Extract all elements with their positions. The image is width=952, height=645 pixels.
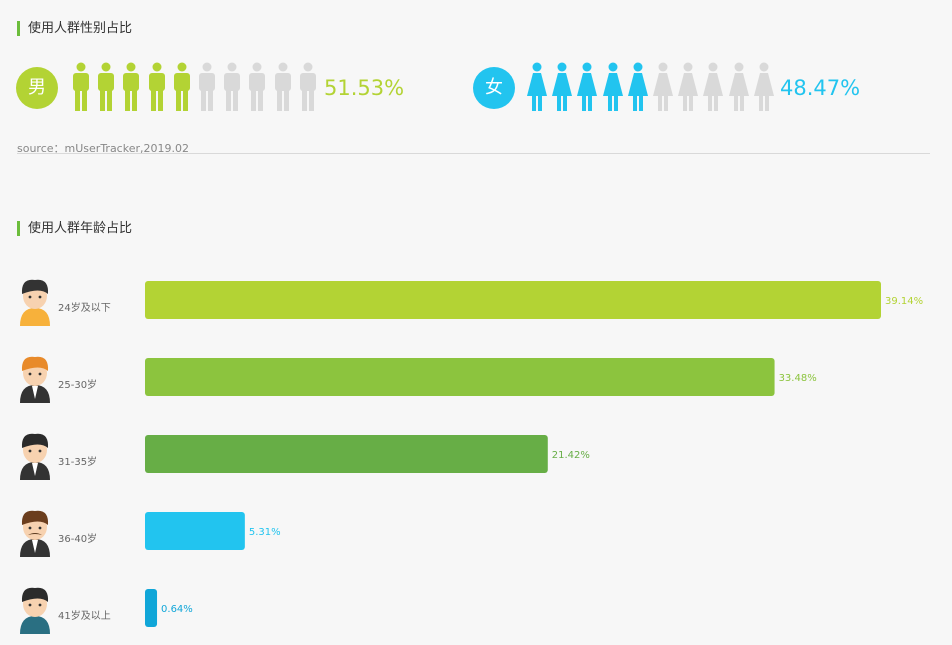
age-category-label: 36-40岁 [58, 532, 97, 545]
mustache-man-icon [20, 510, 50, 557]
age-bar [145, 589, 158, 627]
age-bar [145, 435, 548, 473]
young-man-icon [20, 279, 50, 326]
female-figure-icon [652, 62, 674, 112]
male-figure-icon [221, 62, 243, 112]
age-category-label: 41岁及以上 [58, 609, 111, 622]
source-note: source：mUserTracker,2019.02 [17, 142, 189, 155]
orange-haired-man-icon [20, 356, 50, 403]
female-symbol-icon: 女 [473, 67, 515, 109]
male-figure-icon [120, 62, 142, 112]
age-category-label: 25-30岁 [58, 378, 97, 391]
age-bar [145, 358, 775, 396]
age-bar [145, 281, 881, 319]
female-percent: 48.47% [780, 76, 861, 100]
age-value-label: 5.31% [249, 527, 281, 538]
age-value-label: 0.64% [161, 604, 193, 615]
female-figure-icon [576, 62, 598, 112]
male-figure-icon [272, 62, 294, 112]
male-figure-icon [146, 62, 168, 112]
age-category-label: 31-35岁 [58, 455, 97, 468]
female-figure-icon [753, 62, 775, 112]
female-figure-icon [602, 62, 624, 112]
male-figure-icon [297, 62, 319, 112]
female-figure-icon [526, 62, 548, 112]
male-percent: 51.53% [324, 76, 405, 100]
divider [17, 153, 930, 154]
female-figure-icon [627, 62, 649, 112]
male-figure-icon [246, 62, 268, 112]
female-figure-icon [702, 62, 724, 112]
female-figure-icon [677, 62, 699, 112]
age-category-label: 24岁及以下 [58, 301, 111, 314]
older-man-icon [20, 587, 50, 634]
age-value-label: 21.42% [552, 450, 590, 461]
male-figure-icon [171, 62, 193, 112]
age-value-label: 39.14% [885, 296, 923, 307]
gender-section-title: 使用人群性别占比 [17, 21, 132, 36]
age-bar [145, 512, 245, 550]
age-value-label: 33.48% [779, 373, 817, 384]
suit-man-icon [20, 433, 50, 480]
male-figure-icon [196, 62, 218, 112]
male-figure-icon [95, 62, 117, 112]
male-symbol-icon: 男 [16, 67, 58, 109]
female-figure-icon [551, 62, 573, 112]
male-figure-icon [70, 62, 92, 112]
age-section-title: 使用人群年龄占比 [17, 221, 132, 236]
female-figure-icon [728, 62, 750, 112]
